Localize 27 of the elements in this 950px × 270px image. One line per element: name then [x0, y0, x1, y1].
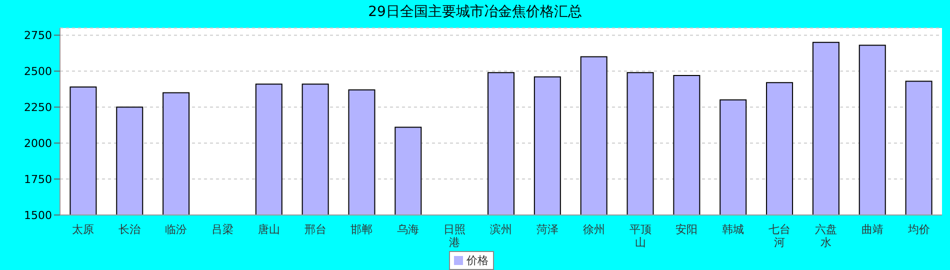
- x-tick-label: 乌海: [397, 223, 420, 236]
- x-tick-label: 七台河: [768, 223, 791, 249]
- x-tick-label: 邢台: [304, 223, 326, 236]
- x-tick-label: 安阳: [676, 223, 698, 236]
- x-tick-label: 均价: [906, 223, 930, 236]
- y-tick-label: 2000: [24, 136, 52, 150]
- x-tick-label: 临汾: [165, 223, 188, 236]
- y-tick-label: 1750: [24, 172, 52, 186]
- x-tick-label: 平顶山: [629, 223, 652, 249]
- x-tick-label: 日照港: [444, 223, 466, 249]
- x-tick-label: 唐山: [258, 223, 280, 236]
- x-tick-label: 菏泽: [536, 223, 558, 236]
- y-tick-label: 1500: [24, 208, 52, 222]
- x-tick-label: 太原: [72, 223, 94, 236]
- x-tick-label: 邯郸: [350, 223, 373, 236]
- x-tick-label: 徐州: [582, 223, 605, 236]
- y-tick-label: 2500: [24, 65, 52, 78]
- x-tick-label: 韩城: [722, 223, 744, 236]
- x-tick-label: 滨州: [490, 223, 512, 236]
- x-tick-label: 吕梁: [211, 223, 234, 236]
- legend-label: 价格: [448, 251, 494, 270]
- y-tick-label: 2250: [24, 101, 52, 114]
- chart-title: 29日全国主要城市冶金焦价格汇总: [367, 3, 583, 21]
- x-tick-label: 曲靖: [861, 223, 884, 236]
- y-tick-label: 2750: [24, 29, 52, 42]
- x-tick-label: 六盘水: [814, 223, 837, 249]
- x-tick-label: 长治: [118, 223, 141, 236]
